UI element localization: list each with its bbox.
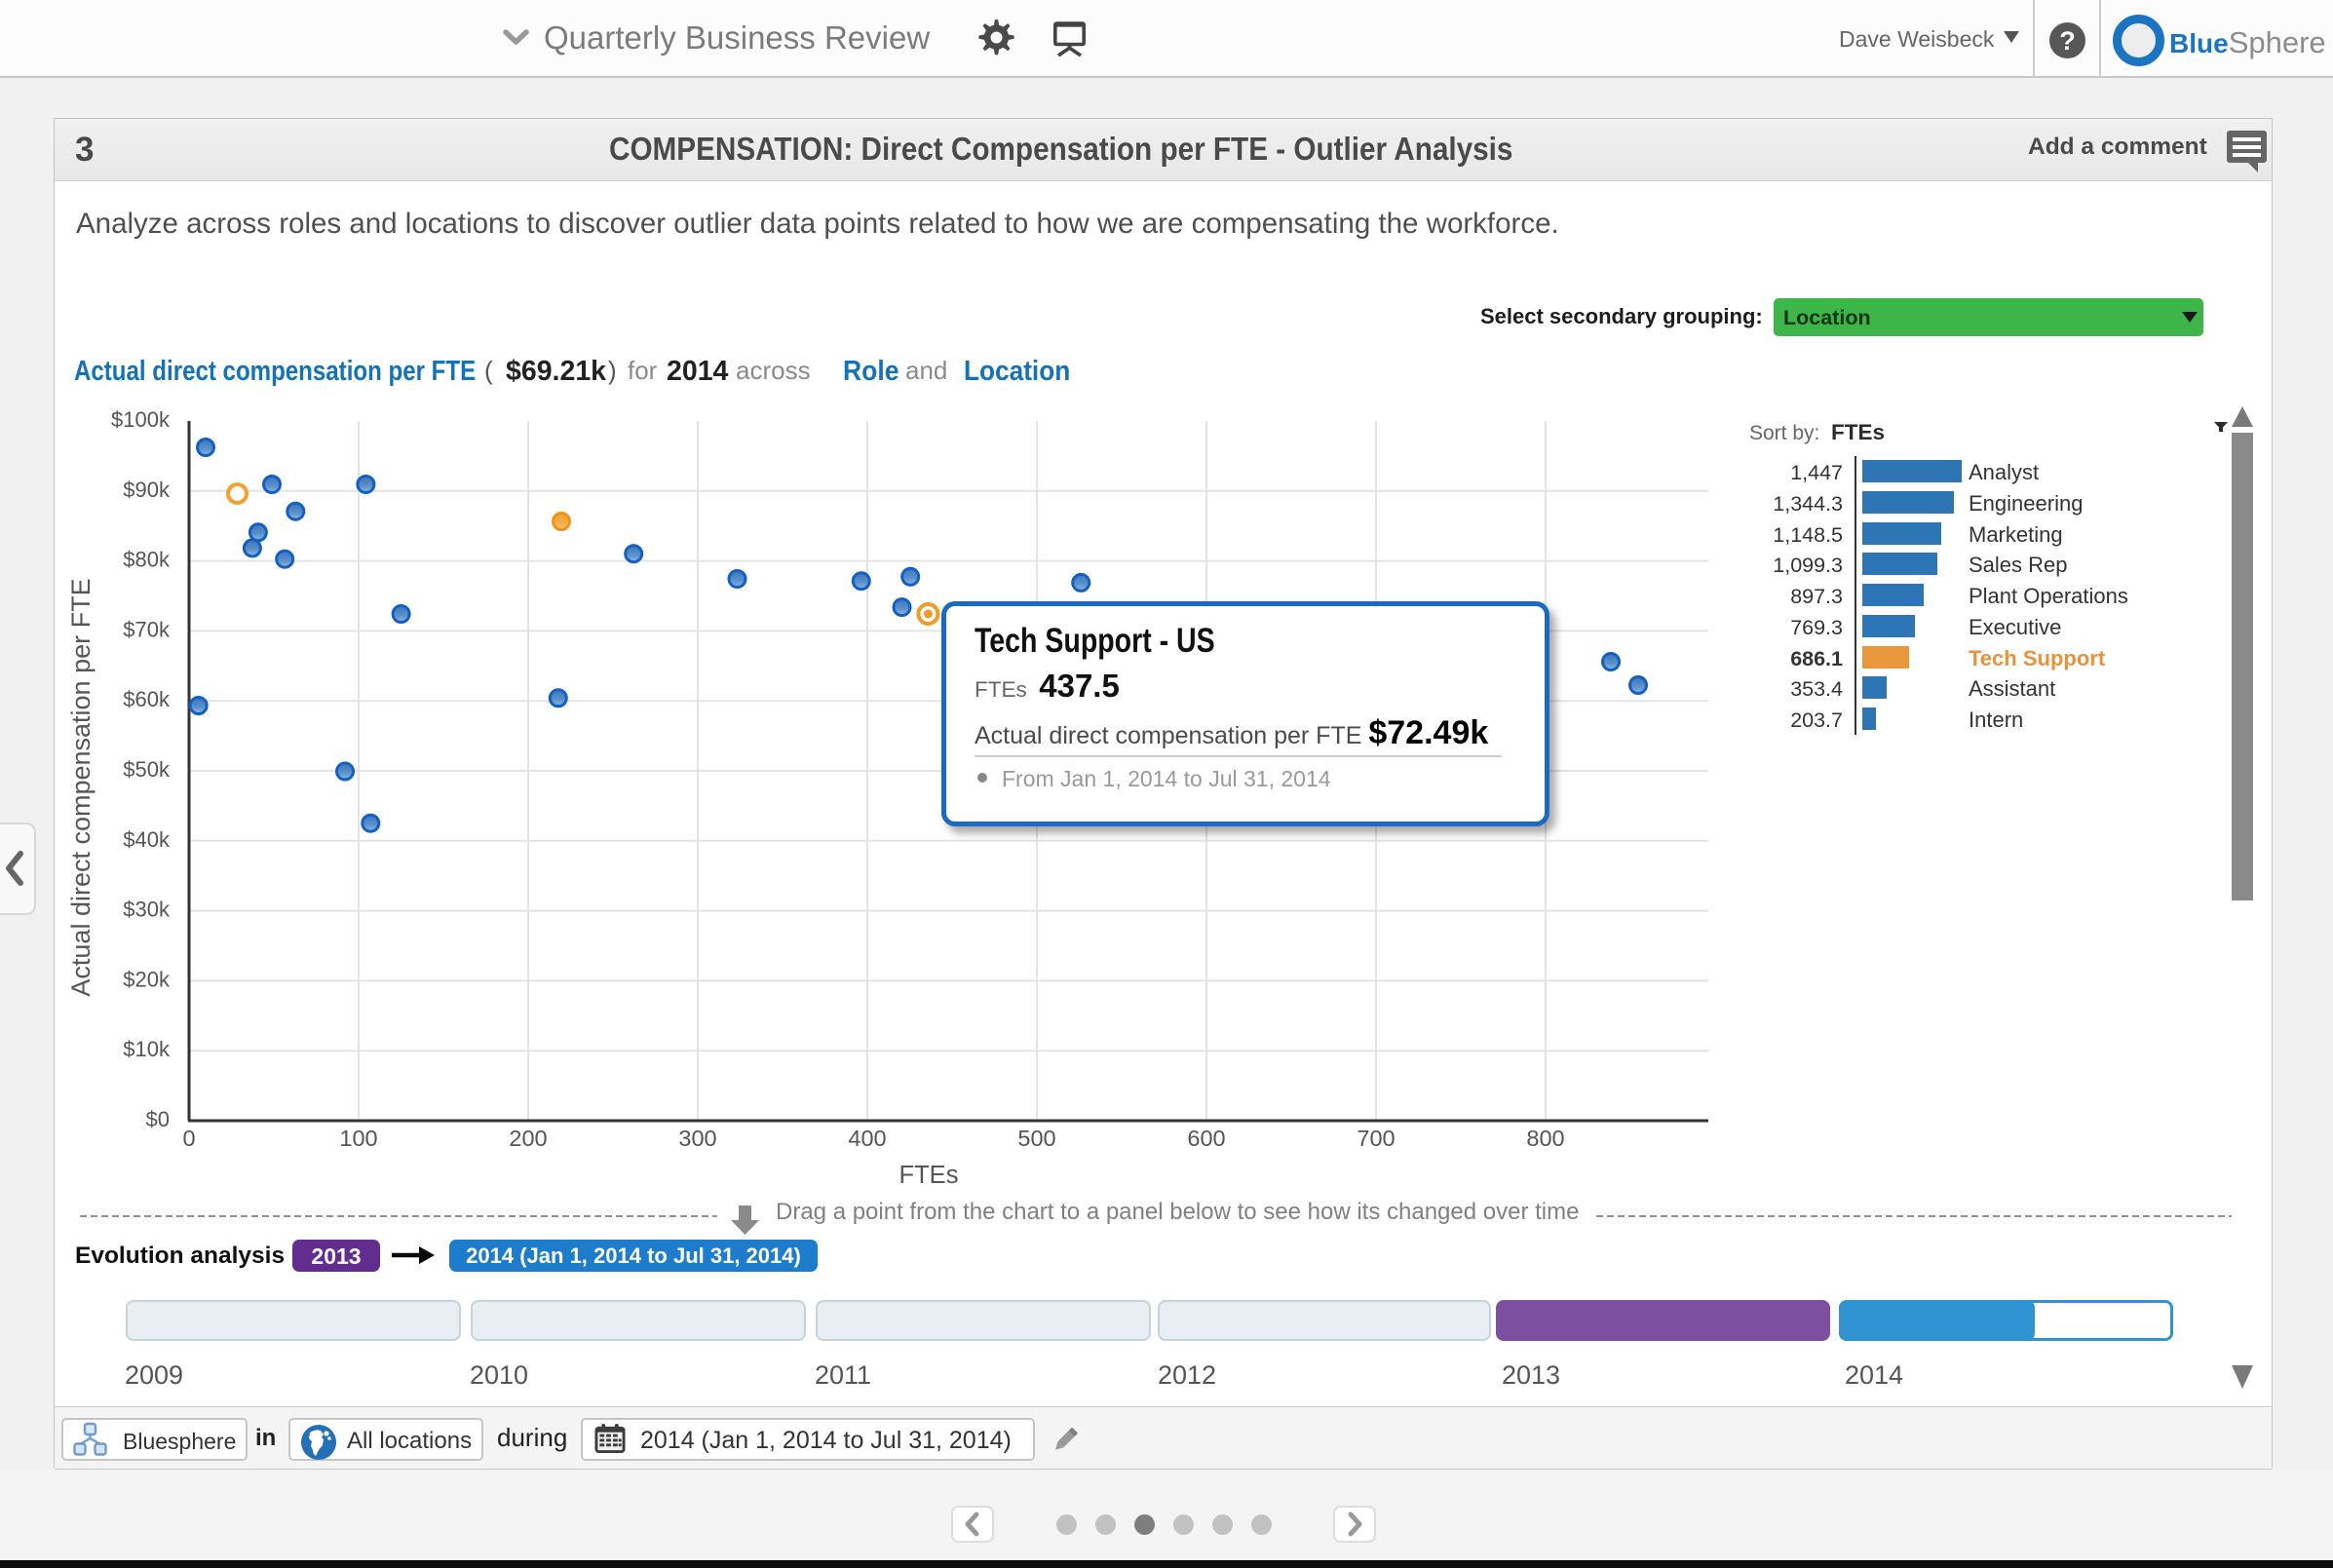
svg-text:$80k: $80k bbox=[123, 548, 171, 572]
svg-text:$70k: $70k bbox=[123, 617, 171, 641]
svg-text:$30k: $30k bbox=[123, 898, 171, 922]
svg-text:500: 500 bbox=[1017, 1126, 1055, 1151]
svg-text:100: 100 bbox=[339, 1126, 377, 1151]
svg-text:800: 800 bbox=[1526, 1126, 1564, 1151]
svg-text:FTEs: FTEs bbox=[899, 1162, 959, 1189]
svg-text:300: 300 bbox=[678, 1126, 716, 1151]
svg-text:$40k: $40k bbox=[123, 827, 171, 852]
svg-text:700: 700 bbox=[1357, 1126, 1395, 1151]
svg-text:$90k: $90k bbox=[123, 478, 171, 502]
svg-text:$100k: $100k bbox=[111, 407, 171, 432]
svg-text:400: 400 bbox=[848, 1126, 886, 1151]
svg-text:$60k: $60k bbox=[123, 687, 171, 711]
svg-text:$20k: $20k bbox=[123, 967, 171, 991]
svg-text:600: 600 bbox=[1187, 1126, 1225, 1151]
svg-text:$50k: $50k bbox=[123, 757, 171, 782]
svg-text:$10k: $10k bbox=[123, 1037, 171, 1061]
svg-text:Actual direct compensation per: Actual direct compensation per FTE bbox=[66, 578, 96, 996]
svg-text:0: 0 bbox=[182, 1126, 195, 1151]
svg-text:200: 200 bbox=[509, 1126, 547, 1151]
svg-text:$0: $0 bbox=[146, 1107, 170, 1131]
